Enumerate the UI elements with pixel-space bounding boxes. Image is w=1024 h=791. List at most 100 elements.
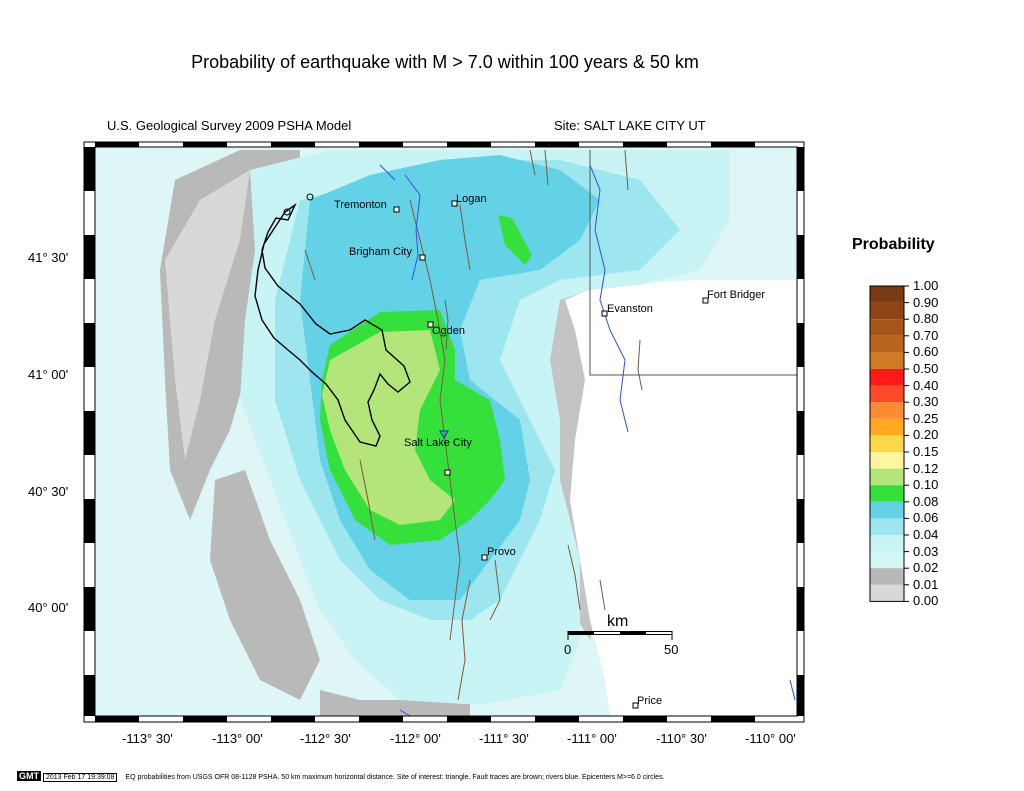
legend-level-label: 0.12	[913, 460, 939, 476]
legend-swatch	[870, 335, 904, 353]
zone-gray-southwest	[210, 470, 320, 700]
city-label-logan: Logan	[456, 193, 487, 205]
legend-swatch	[870, 501, 904, 519]
legend-swatch	[870, 452, 904, 469]
frame-segment	[535, 142, 579, 147]
lon-label: -112° 30'	[300, 731, 351, 746]
city-marker-ogden	[427, 321, 434, 328]
frame-segment	[797, 675, 804, 716]
map-frame	[83, 141, 805, 723]
city-marker-tremonton	[393, 206, 400, 213]
legend-swatch	[870, 402, 904, 419]
legend-level-label: 0.01	[913, 576, 939, 592]
legend-level-label: 0.06	[913, 510, 939, 526]
city-marker-price	[632, 702, 639, 709]
frame-segment	[711, 142, 755, 147]
legend-swatch	[870, 435, 904, 452]
lon-label: -112° 00'	[390, 731, 441, 746]
legend-swatch	[870, 485, 904, 502]
legend-title: Probability	[852, 236, 935, 253]
lon-label: -113° 00'	[212, 731, 263, 746]
lon-label: -113° 30'	[122, 731, 173, 746]
frame-segment	[271, 716, 315, 722]
frame-segment	[183, 716, 227, 722]
gmt-logo: GMT	[17, 771, 41, 781]
legend-swatch	[870, 385, 904, 403]
zone-white-east	[565, 280, 797, 716]
scale-bar-end: 50	[664, 642, 678, 657]
lat-label: 40° 00'	[28, 600, 68, 615]
site-triangle	[438, 430, 450, 440]
legend-level-label: 0.60	[913, 344, 939, 360]
lat-label: 41° 30'	[28, 250, 68, 265]
legend-level-label: 0.10	[913, 477, 939, 493]
frame-segment	[271, 142, 315, 147]
city-label-brigham-city: Brigham City	[349, 246, 412, 258]
legend-level-label: 0.00	[913, 593, 939, 609]
fault-traces	[304, 149, 643, 701]
city-marker-logan	[451, 200, 458, 207]
frame-segment	[359, 142, 403, 147]
great-salt-lake-outline	[254, 202, 411, 447]
city-label-tremonton: Tremonton	[334, 199, 387, 211]
frame-segment	[797, 411, 804, 455]
frame-segment	[84, 323, 95, 367]
frame-segment	[359, 716, 403, 722]
legend-swatch	[870, 551, 904, 569]
legend-level-label: 0.04	[913, 527, 939, 542]
frame-segment	[95, 716, 139, 722]
legend-outline	[869, 285, 905, 602]
chart-title: Probability of earthquake with M > 7.0 w…	[191, 52, 699, 72]
legend-level-label: 0.20	[913, 427, 939, 443]
legend-swatch	[870, 518, 904, 535]
frame-segment	[797, 323, 804, 367]
lon-label: -110° 30'	[656, 731, 707, 746]
city-label-salt-lake-city: Salt Lake City	[404, 437, 472, 449]
legend-swatch	[870, 568, 904, 585]
legend-swatch	[870, 418, 904, 436]
scale-bar: km 0 50	[564, 613, 678, 657]
timestamp: 2013 Feb 17 19:39:08	[42, 773, 118, 782]
frame-segment	[84, 411, 95, 455]
frame-segment	[84, 235, 95, 279]
legend-level-label: 0.30	[913, 394, 939, 410]
model-label: U.S. Geological Survey 2009 PSHA Model	[107, 118, 352, 133]
legend-swatch	[870, 369, 904, 386]
city-label-fort-bridger: Fort Bridger	[707, 289, 765, 301]
city-marker-slc	[444, 469, 451, 476]
legend-level-label: 0.70	[913, 327, 939, 343]
rivers	[379, 164, 796, 717]
legend-level-label: 0.02	[913, 560, 939, 576]
legend-level-label: 1.00	[913, 278, 939, 293]
frame-segment	[183, 142, 227, 147]
legend-level-label: 0.03	[913, 543, 939, 559]
frame-segment	[84, 675, 95, 716]
lat-label: 40° 30'	[28, 484, 68, 499]
frame-segment	[797, 147, 804, 191]
legend-swatch	[870, 468, 904, 486]
legend-swatch	[870, 286, 904, 303]
legend-swatch	[870, 352, 904, 369]
legend-swatch	[870, 302, 904, 320]
city-label-evanston: Evanston	[607, 303, 653, 315]
frame-segment	[447, 716, 491, 722]
zone-012	[322, 330, 455, 525]
city-marker-fort-bridger	[702, 297, 709, 304]
city-label-price: Price	[637, 695, 662, 707]
frame-segment	[535, 716, 579, 722]
city-marker-provo	[481, 554, 488, 561]
lon-label: -111° 30'	[479, 731, 529, 746]
legend-color-bar	[869, 285, 909, 602]
zone-010-north	[498, 215, 532, 265]
legend-level-label: 0.80	[913, 311, 939, 327]
frame-segment	[84, 587, 95, 631]
frame-segment	[623, 716, 667, 722]
zone-gray-south	[320, 690, 470, 716]
frame-segment	[84, 147, 95, 191]
site-label: Site: SALT LAKE CITY UT	[554, 118, 706, 133]
lon-label: -111° 00'	[567, 731, 617, 746]
legend-level-label: 0.40	[913, 377, 939, 393]
footer-caption: EQ probabilities from USGS OFR 08-1128 P…	[125, 774, 665, 781]
footer: GMT 2013 Feb 17 19:39:08 EQ probabilitie…	[17, 771, 665, 782]
